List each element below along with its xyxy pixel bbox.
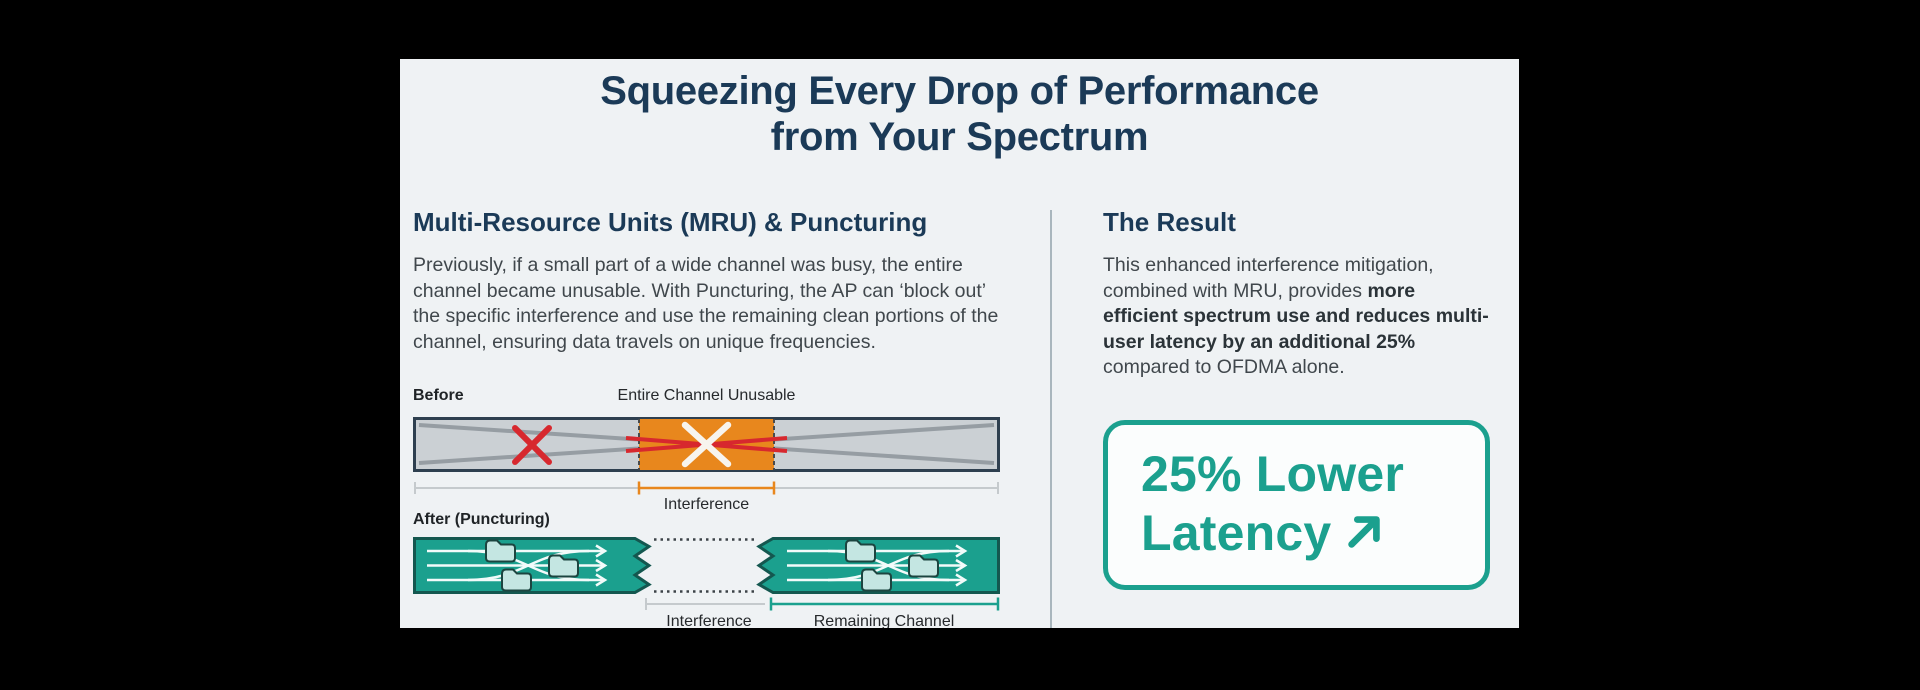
after-channel-diagram bbox=[413, 537, 1000, 594]
left-section-paragraph: Previously, if a small part of a wide ch… bbox=[413, 254, 999, 353]
page-title-line1: Squeezing Every Drop of Performance bbox=[600, 69, 1319, 113]
infographic-card: Squeezing Every Drop of Performance from… bbox=[400, 59, 1519, 628]
callout-line1: 25% Lower bbox=[1141, 446, 1405, 502]
column-divider bbox=[1050, 210, 1052, 628]
paragraph-normal-1: This enhanced interference mitigation, c… bbox=[1103, 254, 1434, 302]
after-label: After (Puncturing) bbox=[413, 511, 550, 528]
right-section-paragraph: This enhanced interference mitigation, c… bbox=[1103, 253, 1491, 381]
callout-text: 25% Lower Latency bbox=[1141, 445, 1404, 563]
remaining-channel-label: Remaining Channel bbox=[813, 613, 955, 628]
right-section-heading: The Result bbox=[1103, 207, 1236, 237]
after-bracket bbox=[645, 597, 1000, 611]
before-caption: Entire Channel Unusable bbox=[617, 387, 796, 404]
page-title-line2: from Your Spectrum bbox=[770, 115, 1149, 159]
paragraph-bold: more efficient spectrum use and reduces … bbox=[1103, 279, 1489, 353]
after-interference-label: Interference bbox=[666, 613, 752, 628]
white-x-icon bbox=[681, 421, 732, 468]
left-section-heading: Multi-Resource Units (MRU) & Puncturing bbox=[413, 207, 928, 237]
before-channel-diagram bbox=[413, 417, 1000, 472]
callout-line2: Latency bbox=[1141, 505, 1332, 561]
latency-callout-box: 25% Lower Latency bbox=[1103, 420, 1490, 590]
trend-up-arrow-icon bbox=[1348, 516, 1381, 548]
paragraph-normal-2: compared to OFDMA alone. bbox=[1103, 356, 1345, 378]
red-x-icon bbox=[512, 425, 552, 465]
before-bracket bbox=[414, 481, 999, 495]
before-interference-label: Interference bbox=[663, 496, 750, 513]
before-label: Before bbox=[413, 387, 464, 404]
